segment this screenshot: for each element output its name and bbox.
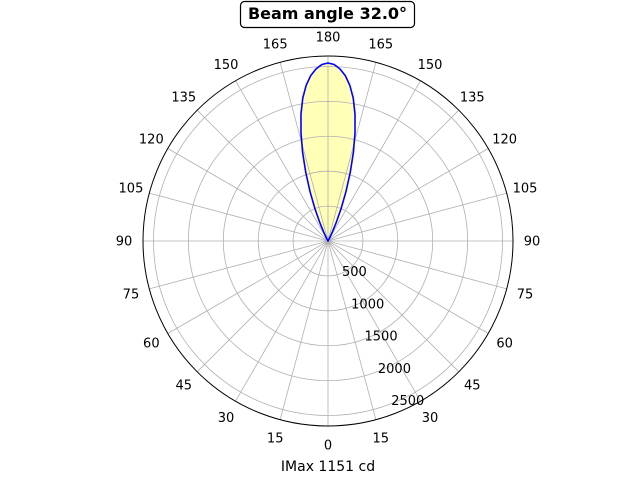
angular-tick-label: 15 <box>267 432 284 447</box>
angular-tick-label: 90 <box>524 235 541 250</box>
angular-grid-spoke-1 <box>327 62 377 242</box>
angular-grid-spoke-4 <box>327 148 489 242</box>
x-axis-label: IMax 1151 cd <box>281 459 375 475</box>
radial-tick-label: 2500 <box>391 394 424 409</box>
angular-grid-spoke-20 <box>167 148 329 242</box>
angular-tick-label: 45 <box>464 379 481 394</box>
angular-tick-label: 150 <box>214 58 239 73</box>
title-box <box>239 0 416 29</box>
angular-tick-label: 105 <box>119 182 144 197</box>
radial-tick-label: 1500 <box>365 330 398 345</box>
angular-tick-label: 60 <box>143 337 160 352</box>
angular-grid-spoke-21 <box>196 109 329 242</box>
angular-grid-spoke-16 <box>167 240 329 334</box>
angular-tick-label: 120 <box>139 133 164 148</box>
angular-tick-label: 105 <box>513 182 538 197</box>
angular-tick-label: 60 <box>496 337 513 352</box>
angular-tick-label: 165 <box>368 37 393 52</box>
angular-grid-spoke-13 <box>279 240 329 420</box>
radial-tick-label: 500 <box>342 265 367 280</box>
angular-tick-label: 135 <box>171 90 196 105</box>
angular-tick-labels: 180 1651501351201059075604530150153045607… <box>116 31 541 454</box>
angular-tick-label: 0 <box>324 439 332 454</box>
beam-intensity-curve <box>300 62 356 242</box>
angular-tick-label: 75 <box>517 287 534 302</box>
angular-tick-label: 30 <box>218 411 235 426</box>
radial-tick-labels: 500 1000 1500 2000 2500 <box>342 265 424 409</box>
angular-tick-label: 30 <box>422 411 439 426</box>
angular-grid-spoke-9 <box>327 240 460 373</box>
series-layer <box>300 62 356 242</box>
angular-grid-spoke-8 <box>327 240 489 334</box>
chart-title-group: Beam angle 32.0° <box>239 0 416 29</box>
angular-grid-spoke-19 <box>149 192 329 242</box>
angular-grid-spoke-14 <box>235 240 329 402</box>
angular-grid-spoke-17 <box>149 240 329 290</box>
grid-layer <box>143 56 513 426</box>
outer-layer <box>142 55 514 427</box>
angular-grid-spoke-7 <box>327 240 507 290</box>
angular-grid-spoke-10 <box>327 240 421 402</box>
angular-tick-label: 165 <box>263 37 288 52</box>
chart-title: Beam angle 32.0° <box>248 4 407 23</box>
outer-boundary <box>142 55 514 427</box>
angular-tick-label: 180 <box>316 31 341 46</box>
angular-grid-spoke-15 <box>196 240 329 373</box>
radial-tick-label: 1000 <box>351 297 384 312</box>
angular-grid-spoke-3 <box>327 109 460 242</box>
angular-grid-spoke-22 <box>235 80 329 242</box>
angular-tick-label: 135 <box>460 90 485 105</box>
angular-grid-spoke-2 <box>327 80 421 242</box>
angular-tick-label: 75 <box>123 287 140 302</box>
angular-grid-spoke-5 <box>327 192 507 242</box>
angular-tick-label: 15 <box>373 432 390 447</box>
angular-tick-label: 150 <box>418 58 443 73</box>
radial-tick-label: 2000 <box>378 362 411 377</box>
angular-tick-label: 120 <box>492 133 517 148</box>
angular-grid-spoke-23 <box>279 62 329 242</box>
angular-tick-label: 90 <box>116 235 133 250</box>
angular-tick-label: 45 <box>175 379 192 394</box>
angular-grid-spoke-11 <box>327 240 377 420</box>
